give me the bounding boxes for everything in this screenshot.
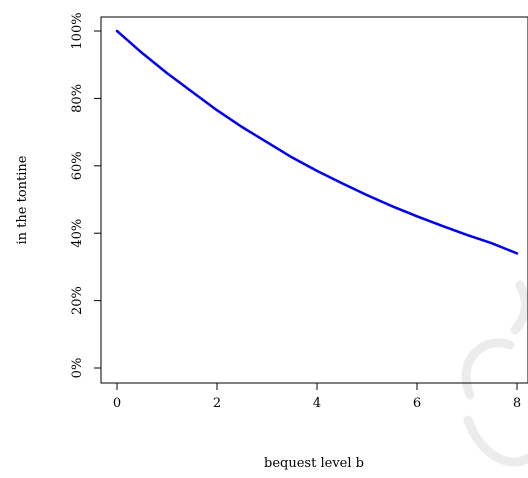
y-axis: 0% 20% 40% 60% 80% 100% <box>70 12 102 379</box>
series-line <box>115 29 519 255</box>
y-tick-label: 0% <box>70 358 85 379</box>
y-axis-title: in the tontine <box>15 155 30 244</box>
x-tick-label: 8 <box>513 396 521 411</box>
x-tick-label: 6 <box>413 396 421 411</box>
x-tick-label: 2 <box>213 396 221 411</box>
y-tick-label: 40% <box>70 219 85 248</box>
watermark <box>461 280 528 467</box>
x-axis-title: bequest level b <box>264 456 364 471</box>
x-tick-label: 0 <box>113 396 121 411</box>
y-tick-label: 60% <box>70 151 85 180</box>
y-tick-label: 20% <box>70 286 85 315</box>
x-tick-label: 4 <box>313 396 321 411</box>
x-axis: 0 2 4 6 8 <box>113 382 521 411</box>
y-tick-label: 100% <box>70 12 85 49</box>
series-layer <box>115 29 519 255</box>
y-tick-label: 80% <box>70 84 85 113</box>
